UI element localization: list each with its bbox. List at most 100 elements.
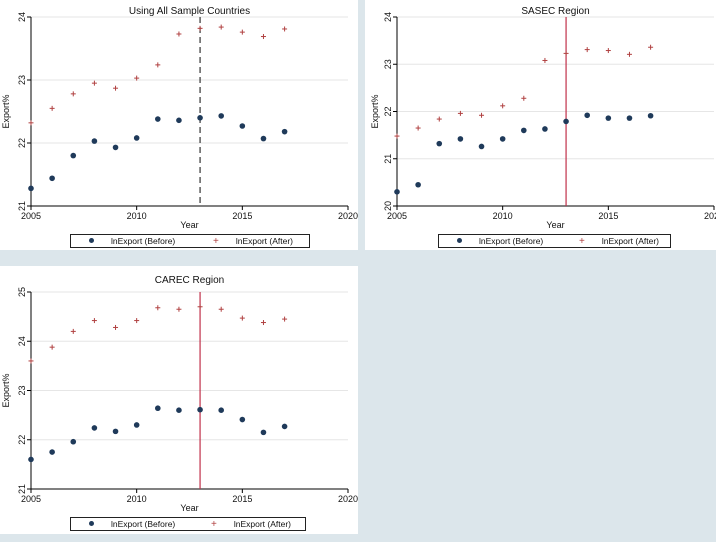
data-point-after [563, 50, 569, 56]
data-point-after [479, 112, 485, 118]
x-tick-label: 2020 [338, 494, 358, 504]
x-tick-label: 2020 [338, 211, 358, 221]
chart-title: SASEC Region [521, 6, 589, 17]
legend-item-after: + lnExport (After) [211, 519, 291, 530]
data-point-after [176, 31, 182, 37]
data-point-before [281, 423, 288, 430]
data-point-before [542, 126, 548, 132]
data-point-before [155, 405, 161, 412]
data-point-after [605, 48, 611, 54]
x-tick-label: 2015 [598, 211, 618, 221]
data-point-after [260, 320, 266, 326]
chart-panel [365, 0, 716, 250]
data-point-after [70, 91, 76, 97]
data-point-after [282, 316, 288, 322]
x-tick-label: 2010 [127, 494, 147, 504]
plus-marker-icon: + [579, 236, 585, 247]
data-point-before [28, 185, 34, 192]
chart-panel [0, 266, 358, 534]
data-point-after [113, 324, 119, 330]
data-point-before [563, 118, 569, 125]
legend-item-before: lnExport (Before) [457, 236, 543, 246]
data-point-after [155, 62, 161, 68]
x-tick-label: 2010 [493, 211, 513, 221]
y-tick-label: 21 [17, 201, 27, 211]
data-point-before [91, 138, 98, 144]
data-point-before [218, 113, 224, 119]
y-tick-label: 23 [383, 59, 393, 69]
y-tick-label: 21 [383, 154, 393, 164]
y-tick-label: 22 [17, 138, 27, 148]
chart-3: 21 22 23 24 25 2005 2010 2015 2020 CAREC Region Ye… [0, 266, 358, 534]
legend-item-before: lnExport (Before) [89, 519, 175, 529]
y-tick-label: 22 [383, 106, 393, 116]
data-point-before [478, 143, 485, 150]
legend-item-after: + lnExport (After) [213, 236, 293, 247]
chart-title: Using All Sample Countries [129, 6, 250, 17]
data-point-before [394, 189, 400, 195]
x-tick-label: 2005 [21, 494, 41, 504]
data-point-after [49, 105, 55, 111]
data-point-before [176, 117, 182, 124]
data-point-after [218, 24, 224, 30]
data-point-before [91, 425, 98, 431]
data-point-before [415, 181, 421, 188]
data-point-after [28, 120, 34, 126]
x-axis-label: Year [546, 220, 564, 230]
legend-1: lnExport (Before) + lnExport (After) [70, 234, 310, 248]
data-point-before [133, 135, 140, 141]
data-point-after [282, 26, 288, 32]
x-tick-label: 2005 [21, 211, 41, 221]
data-point-after [584, 47, 590, 53]
chart-title: CAREC Region [155, 275, 224, 286]
data-point-before [626, 115, 633, 121]
data-point-before [436, 140, 443, 147]
data-point-after [113, 85, 119, 91]
legend-label: lnExport (After) [601, 236, 659, 246]
data-point-after [70, 328, 76, 334]
legend-3: lnExport (Before) + lnExport (After) [70, 517, 306, 531]
data-point-after [239, 29, 245, 35]
data-point-after [542, 57, 548, 63]
data-point-before [49, 175, 55, 182]
y-tick-label: 23 [17, 75, 27, 85]
data-point-before [112, 428, 119, 435]
y-tick-label: 25 [17, 287, 27, 297]
data-point-before [176, 407, 182, 414]
data-point-after [218, 306, 224, 312]
legend-label: lnExport (After) [235, 236, 293, 246]
y-tick-label: 24 [17, 12, 27, 22]
legend-item-after: + lnExport (After) [579, 236, 659, 247]
data-point-before [197, 406, 203, 413]
data-point-before [112, 144, 119, 151]
x-tick-label: 2005 [387, 211, 407, 221]
y-axis-label: Export% [1, 373, 11, 407]
data-point-after [521, 95, 527, 101]
data-point-before [239, 416, 246, 423]
x-tick-label: 2015 [232, 211, 252, 221]
data-point-after [155, 305, 161, 311]
data-point-before [457, 136, 464, 142]
y-tick-label: 20 [383, 201, 393, 211]
data-point-after [91, 318, 97, 324]
dot-marker-icon [457, 238, 462, 243]
y-tick-label: 24 [383, 12, 393, 22]
data-point-after [197, 304, 203, 310]
data-point-after [500, 103, 506, 109]
y-axis-label: Export% [370, 94, 380, 128]
data-point-after [197, 25, 203, 31]
data-point-after [134, 318, 140, 324]
data-point-before [28, 456, 34, 463]
y-tick-label: 23 [17, 385, 27, 395]
data-point-before [584, 112, 590, 119]
data-point-before [197, 115, 203, 121]
data-point-after [49, 344, 55, 350]
y-tick-label: 24 [17, 336, 27, 346]
data-point-before [49, 449, 55, 455]
data-point-before [647, 112, 654, 119]
data-point-after [91, 80, 97, 86]
data-point-after [648, 44, 654, 50]
legend-label: lnExport (Before) [479, 236, 544, 246]
